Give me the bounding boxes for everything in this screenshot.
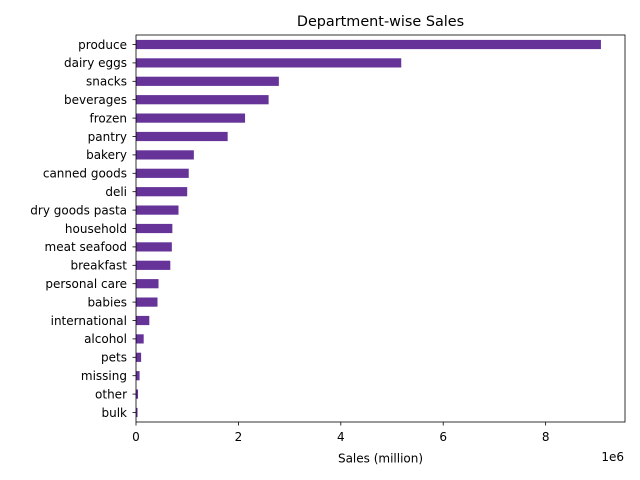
bar-missing <box>136 371 140 381</box>
bar-dairy-eggs <box>136 58 402 68</box>
x-tick-label: 4 <box>337 430 345 444</box>
y-tick-label: personal care <box>45 277 127 291</box>
y-tick-label: alcohol <box>84 332 127 346</box>
y-tick-label: household <box>65 222 127 236</box>
bar-meat-seafood <box>136 242 172 252</box>
y-tick-label: deli <box>105 185 127 199</box>
y-tick-label: meat seafood <box>45 240 127 254</box>
bar-snacks <box>136 76 279 86</box>
x-tick-label: 2 <box>235 430 243 444</box>
y-tick-label: canned goods <box>43 167 127 181</box>
bar-frozen <box>136 113 246 123</box>
bar-bulk <box>136 407 138 418</box>
bar-canned-goods <box>136 168 189 178</box>
y-tick-label: breakfast <box>70 259 127 273</box>
y-tick-label: other <box>95 387 127 401</box>
y-tick-label: produce <box>78 38 127 52</box>
y-tick-label: bulk <box>101 406 127 420</box>
x-axis-ticks: 0 2 4 6 8 <box>132 422 549 444</box>
bar-international <box>136 315 150 326</box>
y-tick-label: missing <box>81 369 127 383</box>
y-tick-label: international <box>51 314 127 328</box>
y-tick-label: beverages <box>64 93 127 107</box>
bar-babies <box>136 297 158 307</box>
x-axis-offset-text: 1e6 <box>601 450 624 464</box>
bar-dry-goods-pasta <box>136 205 179 215</box>
bar-produce <box>136 39 601 50</box>
bar-household <box>136 223 173 234</box>
bar-beverages <box>136 95 269 105</box>
bar-other <box>136 389 139 399</box>
y-tick-label: babies <box>87 295 127 309</box>
y-tick-label: snacks <box>86 75 127 89</box>
axes-frame <box>135 34 626 423</box>
bar-deli <box>136 187 188 197</box>
x-tick-label: 8 <box>542 430 550 444</box>
y-tick-label: bakery <box>86 148 127 162</box>
y-axis-ticks: produce dairy eggs snacks beverages frozen pa… <box>30 38 136 420</box>
bar-pets <box>136 352 142 362</box>
bar-personal-care <box>136 279 159 289</box>
bar-breakfast <box>136 260 171 270</box>
bar-alcohol <box>136 334 144 344</box>
y-tick-label: dry goods pasta <box>30 203 127 217</box>
chart-title: Department-wise Sales <box>297 14 464 30</box>
bar-bakery <box>136 150 194 160</box>
x-tick-label: 6 <box>439 430 447 444</box>
bars-group <box>136 39 601 418</box>
y-tick-label: pantry <box>88 130 127 144</box>
y-tick-label: frozen <box>89 111 127 125</box>
bar-pantry <box>136 131 228 142</box>
x-tick-label: 0 <box>132 430 140 444</box>
x-axis-label: Sales (million) <box>338 452 423 466</box>
y-tick-label: dairy eggs <box>64 56 127 70</box>
y-tick-label: pets <box>101 351 127 365</box>
